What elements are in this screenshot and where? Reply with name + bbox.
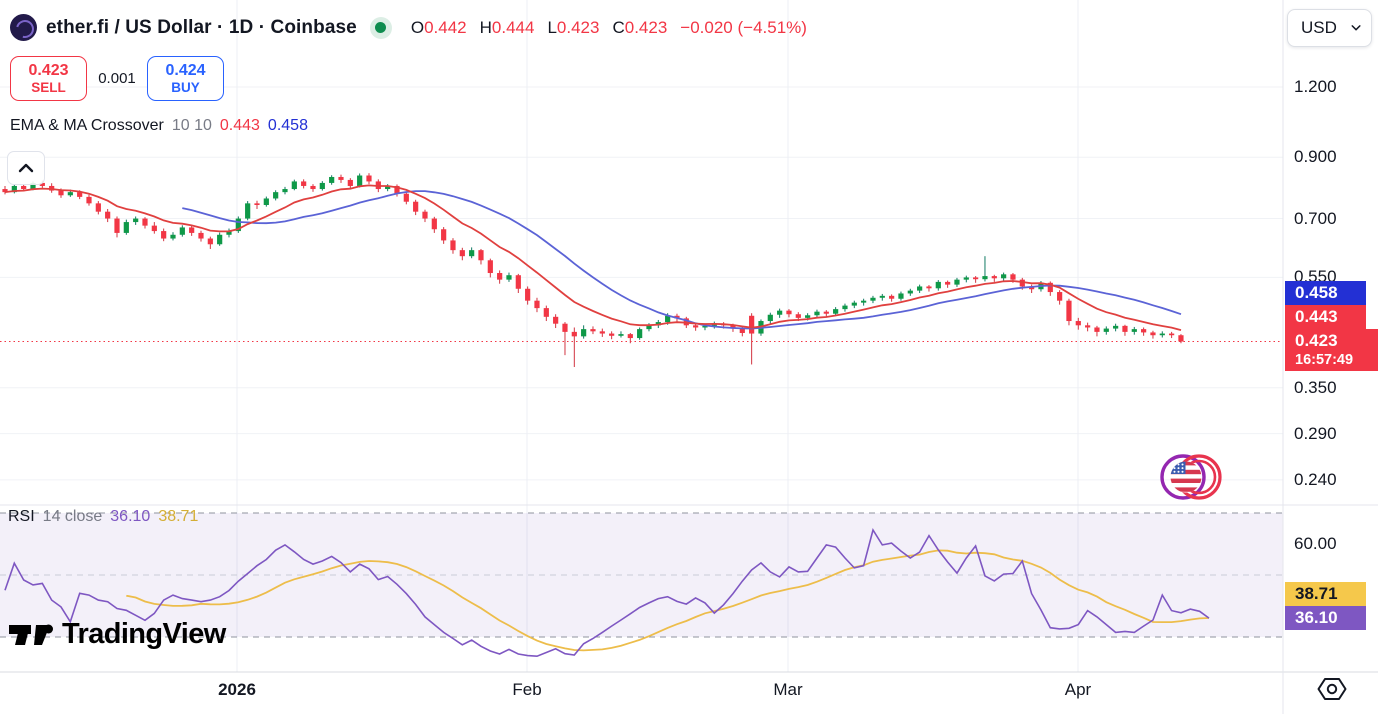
indicator-name: EMA & MA Crossover bbox=[10, 117, 164, 134]
chevron-up-icon bbox=[18, 163, 34, 173]
rsi-ma-value: 38.71 bbox=[158, 508, 199, 525]
price-axis-tick: 1.200 bbox=[1294, 77, 1337, 96]
chevron-down-icon bbox=[1351, 25, 1361, 31]
open-value: 0.442 bbox=[424, 17, 467, 37]
buy-price: 0.424 bbox=[165, 61, 206, 79]
currency-value: USD bbox=[1301, 18, 1337, 37]
time-axis-label[interactable]: Apr bbox=[1064, 680, 1092, 699]
tradingview-logo-text: TradingView bbox=[62, 618, 226, 650]
price-axis-tick: 0.240 bbox=[1294, 469, 1337, 489]
change-value: −0.020 (−4.51%) bbox=[680, 17, 807, 37]
market-open-dot-icon bbox=[375, 22, 387, 33]
tradingview-logo[interactable]: TradingView bbox=[8, 618, 226, 651]
close-value: 0.423 bbox=[624, 17, 668, 37]
pane-visibility-button[interactable] bbox=[1315, 673, 1349, 705]
time-axis-label[interactable]: Mar bbox=[773, 680, 803, 699]
symbol-title[interactable]: ether.fi / US Dollar · 1D · Coinbase bbox=[46, 16, 357, 38]
collapse-legend-button[interactable] bbox=[7, 151, 45, 185]
currency-select[interactable]: USD bbox=[1287, 9, 1372, 47]
rsi-axis-tick: 60.00 bbox=[1294, 534, 1337, 553]
bar-countdown: 16:57:49 bbox=[1295, 351, 1354, 368]
pair-watermark-flag-icon bbox=[1160, 454, 1222, 500]
price-axis-tick: 0.290 bbox=[1294, 423, 1337, 443]
price-axis-tick: 0.900 bbox=[1294, 147, 1337, 167]
indicator-price-label: 0.458 bbox=[1285, 280, 1366, 305]
etherfi-logo-icon bbox=[10, 14, 37, 41]
ema-ma-crossover-legend[interactable]: EMA & MA Crossover 10 10 0.443 0.458 bbox=[10, 117, 308, 135]
time-axis-label[interactable]: 2026 bbox=[218, 680, 256, 699]
buy-label: BUY bbox=[171, 79, 200, 95]
low-label: L bbox=[547, 17, 557, 37]
rsi-params: 14 close bbox=[42, 508, 103, 525]
ohlc-values: O0.442 H0.444 L0.423 C0.423 −0.020 (−4.5… bbox=[411, 18, 807, 38]
order-panel: 0.423 SELL 0.001 0.424 BUY bbox=[10, 56, 224, 101]
price-axis-tick: 0.700 bbox=[1294, 208, 1337, 228]
ma-slow-value: 0.458 bbox=[267, 117, 308, 134]
sell-button[interactable]: 0.423 SELL bbox=[10, 56, 87, 101]
indicator-params: 10 10 bbox=[171, 117, 212, 134]
rsi-value-label: 38.71 bbox=[1285, 582, 1366, 607]
buy-button[interactable]: 0.424 BUY bbox=[147, 56, 224, 101]
spread-value: 0.001 bbox=[98, 70, 136, 87]
low-value: 0.423 bbox=[556, 17, 600, 37]
tradingview-mark-icon bbox=[9, 624, 53, 645]
rsi-legend[interactable]: RSI 14 close 36.10 38.71 bbox=[8, 508, 198, 526]
high-value: 0.444 bbox=[491, 17, 535, 37]
rsi-value-label: 36.10 bbox=[1285, 606, 1366, 631]
close-label: C bbox=[612, 17, 625, 37]
symbol-header: ether.fi / US Dollar · 1D · Coinbase O0.… bbox=[10, 14, 807, 41]
price-axis-tick: 0.350 bbox=[1294, 377, 1337, 397]
eye-icon bbox=[1317, 678, 1347, 700]
indicator-price-label: 0.443 bbox=[1285, 304, 1366, 329]
high-label: H bbox=[479, 17, 492, 37]
rsi-value: 36.10 bbox=[110, 508, 151, 525]
sell-price: 0.423 bbox=[28, 61, 69, 79]
sell-label: SELL bbox=[31, 79, 66, 95]
open-label: O bbox=[410, 17, 425, 37]
ema-fast-value: 0.443 bbox=[219, 117, 260, 134]
rsi-name: RSI bbox=[8, 508, 35, 525]
market-status-icon[interactable] bbox=[369, 16, 392, 39]
current-price-label: 0.423 16:57:49 bbox=[1285, 328, 1378, 371]
time-axis-label[interactable]: Feb bbox=[512, 680, 542, 699]
